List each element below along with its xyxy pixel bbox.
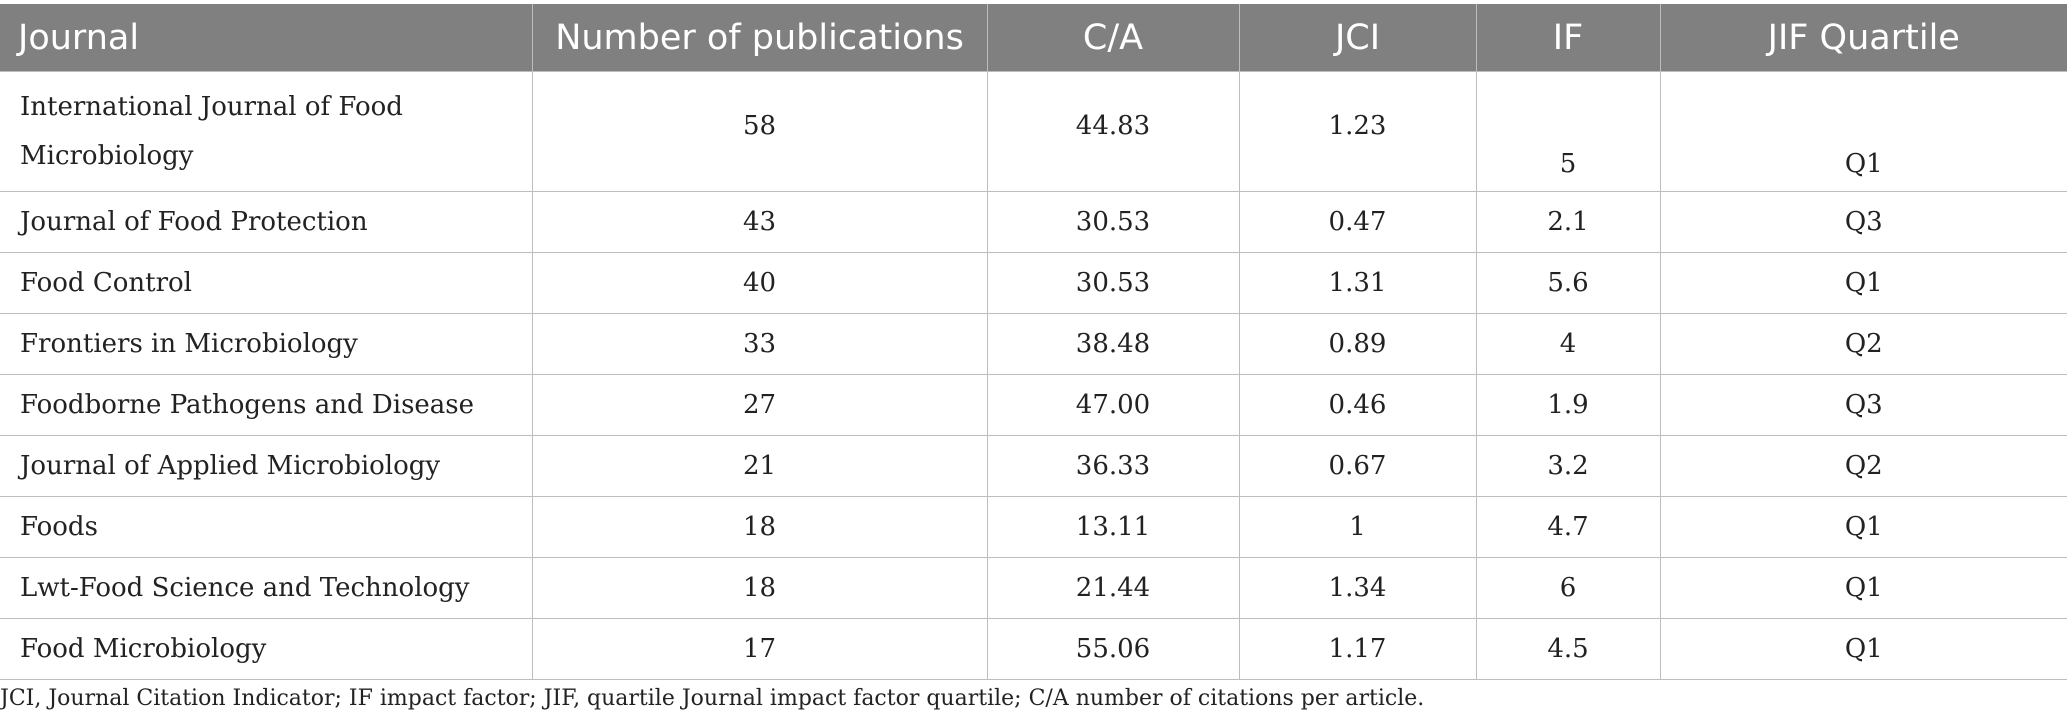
cell-if: 1.9 bbox=[1475, 374, 1661, 436]
table-row: Journal of Applied Microbiology 21 36.33… bbox=[0, 435, 2067, 497]
cell-quartile: Q1 bbox=[1659, 496, 2067, 558]
table-row: Food Microbiology 17 55.06 1.17 4.5 Q1 bbox=[0, 618, 2067, 680]
cell-publications: 18 bbox=[531, 557, 988, 619]
cell-journal: International Journal of Food Microbiolo… bbox=[0, 71, 533, 192]
cell-ca: 44.83 bbox=[986, 71, 1240, 192]
cell-if: 5 bbox=[1475, 71, 1661, 192]
cell-quartile: Q2 bbox=[1659, 313, 2067, 375]
cell-publications: 33 bbox=[531, 313, 988, 375]
cell-quartile: Q3 bbox=[1659, 374, 2067, 436]
cell-journal: Journal of Applied Microbiology bbox=[0, 435, 533, 497]
cell-ca: 55.06 bbox=[986, 618, 1240, 680]
table-row: Foodborne Pathogens and Disease 27 47.00… bbox=[0, 374, 2067, 436]
cell-jci: 0.67 bbox=[1238, 435, 1477, 497]
cell-publications: 17 bbox=[531, 618, 988, 680]
table-row: Lwt-Food Science and Technology 18 21.44… bbox=[0, 557, 2067, 619]
cell-publications: 21 bbox=[531, 435, 988, 497]
cell-if: 2.1 bbox=[1475, 191, 1661, 253]
cell-journal: Foods bbox=[0, 496, 533, 558]
cell-if: 3.2 bbox=[1475, 435, 1661, 497]
cell-journal: Frontiers in Microbiology bbox=[0, 313, 533, 375]
table-header-row: Journal Number of publications C/A JCI I… bbox=[0, 4, 2067, 72]
cell-ca: 21.44 bbox=[986, 557, 1240, 619]
cell-ca: 13.11 bbox=[986, 496, 1240, 558]
table-row: Food Control 40 30.53 1.31 5.6 Q1 bbox=[0, 252, 2067, 314]
cell-ca: 30.53 bbox=[986, 252, 1240, 314]
header-journal: Journal bbox=[0, 4, 532, 72]
cell-ca: 38.48 bbox=[986, 313, 1240, 375]
cell-quartile: Q1 bbox=[1659, 252, 2067, 314]
cell-jci: 0.46 bbox=[1238, 374, 1477, 436]
cell-quartile: Q1 bbox=[1659, 557, 2067, 619]
header-publications: Number of publications bbox=[531, 4, 987, 72]
cell-ca: 47.00 bbox=[986, 374, 1240, 436]
table-row: Foods 18 13.11 1 4.7 Q1 bbox=[0, 496, 2067, 558]
cell-jci: 1.31 bbox=[1238, 252, 1477, 314]
header-quartile: JIF Quartile bbox=[1659, 4, 2067, 72]
cell-journal: Lwt-Food Science and Technology bbox=[0, 557, 533, 619]
cell-publications: 27 bbox=[531, 374, 988, 436]
header-jci: JCI bbox=[1238, 4, 1476, 72]
cell-journal: Journal of Food Protection bbox=[0, 191, 533, 253]
cell-journal: Food Microbiology bbox=[0, 618, 533, 680]
table-row: International Journal of Food Microbiolo… bbox=[0, 71, 2067, 192]
cell-quartile: Q1 bbox=[1659, 71, 2067, 192]
cell-publications: 18 bbox=[531, 496, 988, 558]
cell-publications: 43 bbox=[531, 191, 988, 253]
cell-if: 6 bbox=[1475, 557, 1661, 619]
cell-ca: 36.33 bbox=[986, 435, 1240, 497]
header-if: IF bbox=[1475, 4, 1660, 72]
table-row: Journal of Food Protection 43 30.53 0.47… bbox=[0, 191, 2067, 253]
cell-jci: 0.89 bbox=[1238, 313, 1477, 375]
cell-quartile: Q2 bbox=[1659, 435, 2067, 497]
table-footnote: JCI, Journal Citation Indicator; IF impa… bbox=[0, 686, 1425, 711]
cell-publications: 40 bbox=[531, 252, 988, 314]
header-ca: C/A bbox=[986, 4, 1239, 72]
cell-if: 4.5 bbox=[1475, 618, 1661, 680]
cell-if: 4 bbox=[1475, 313, 1661, 375]
cell-jci: 1.34 bbox=[1238, 557, 1477, 619]
table-row: Frontiers in Microbiology 33 38.48 0.89 … bbox=[0, 313, 2067, 375]
cell-ca: 30.53 bbox=[986, 191, 1240, 253]
journals-table: Journal Number of publications C/A JCI I… bbox=[0, 4, 2067, 680]
cell-journal: Food Control bbox=[0, 252, 533, 314]
cell-quartile: Q1 bbox=[1659, 618, 2067, 680]
cell-publications: 58 bbox=[531, 71, 988, 192]
cell-jci: 0.47 bbox=[1238, 191, 1477, 253]
cell-if: 5.6 bbox=[1475, 252, 1661, 314]
cell-jci: 1.17 bbox=[1238, 618, 1477, 680]
cell-journal: Foodborne Pathogens and Disease bbox=[0, 374, 533, 436]
cell-jci: 1.23 bbox=[1238, 71, 1477, 192]
cell-if: 4.7 bbox=[1475, 496, 1661, 558]
cell-jci: 1 bbox=[1238, 496, 1477, 558]
cell-quartile: Q3 bbox=[1659, 191, 2067, 253]
